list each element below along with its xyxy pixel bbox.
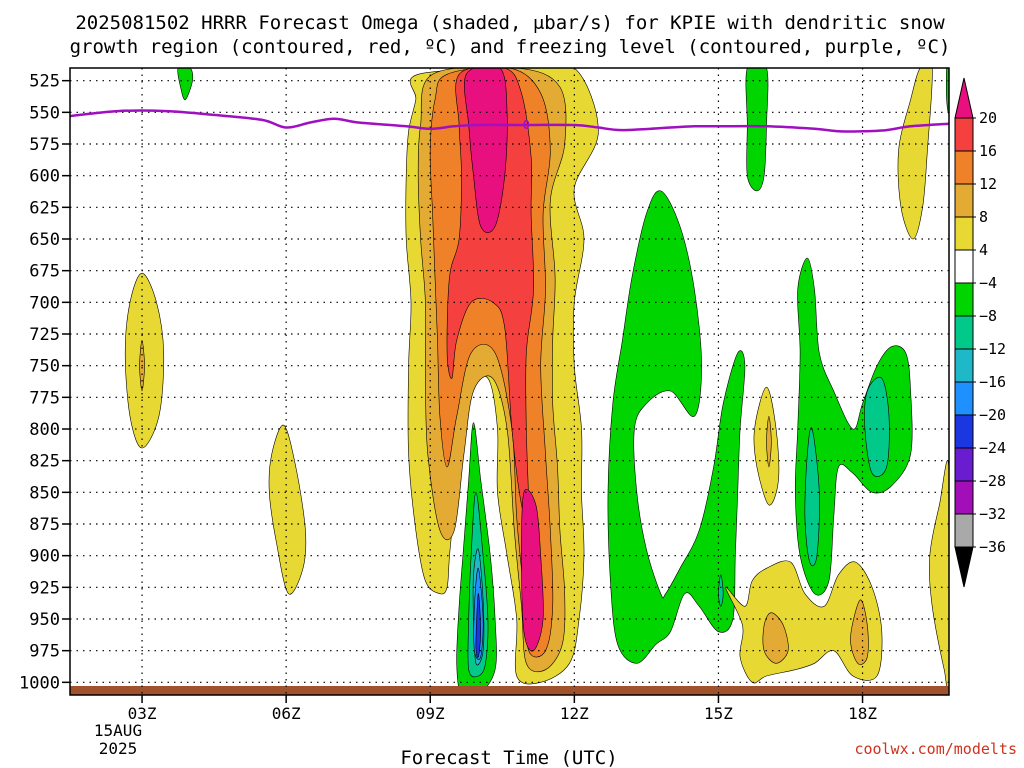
colorbar-tick-label: −28 <box>979 472 1006 490</box>
colorbar-legend: 20 16 12 8 4 −4 −8 −12 −16 −20 −24 −28 −32 −36 <box>954 77 1006 588</box>
colorbar-bin-top <box>954 77 974 119</box>
chart-title-line-2: growth region (contoured, red, ºC) and f… <box>70 36 951 58</box>
y-tick-label: 650 <box>29 230 60 250</box>
colorbar-bin-2 <box>954 150 974 185</box>
y-axis: 525 550 575 600 625 650 675 700 725 750 775 800 825 8… <box>19 72 70 693</box>
plot-frame <box>69 67 950 696</box>
y-tick-label: 950 <box>29 610 60 630</box>
omega-region-15 <box>804 427 820 567</box>
y-tick-label: 600 <box>29 167 60 187</box>
y-tick-label: 925 <box>29 578 60 598</box>
colorbar-bin-8 <box>954 348 974 383</box>
colorbar-tick-label: −4 <box>979 274 997 292</box>
omega-region-24 <box>766 415 772 468</box>
x-tick-label: 06Z <box>272 704 301 723</box>
y-tick-label: 850 <box>29 483 60 503</box>
omega-region-26 <box>762 612 789 664</box>
y-tick-label: 750 <box>29 357 60 377</box>
plot-area: 0 <box>69 67 950 696</box>
omega-region-5 <box>521 488 544 652</box>
freezing-level-label: 0 <box>523 118 530 132</box>
y-tick-label: 800 <box>29 420 60 440</box>
omega-region-4 <box>464 68 508 233</box>
colorbar-bin-1 <box>954 117 974 152</box>
colorbar-bin-3 <box>954 183 974 218</box>
colorbar-bin-7 <box>954 315 974 350</box>
omega-region-3 <box>446 68 534 524</box>
x-tick-label: 18Z <box>848 704 877 723</box>
x-tick-label: 09Z <box>416 704 445 723</box>
y-tick-label: 975 <box>29 642 60 662</box>
x-tick-label: 03Z <box>128 704 157 723</box>
colorbar-bin-13 <box>954 513 974 548</box>
ground-surface-strip <box>70 686 949 695</box>
x-axis-date-label: 15AUG <box>94 721 142 740</box>
colorbar-tick-label: −36 <box>979 538 1006 556</box>
colorbar-bin-9 <box>954 381 974 416</box>
colorbar-tick-label: 8 <box>979 208 988 226</box>
colorbar-bin-5 <box>954 249 974 284</box>
x-tick-label: 15Z <box>704 704 733 723</box>
colorbar-bin-11 <box>954 447 974 482</box>
colorbar-tick-label: −16 <box>979 373 1006 391</box>
colorbar-bin-bottom <box>954 546 974 588</box>
colorbar-tick-label: 4 <box>979 241 988 259</box>
x-tick-label: 12Z <box>560 704 589 723</box>
y-tick-label: 700 <box>29 293 60 313</box>
y-tick-label: 900 <box>29 547 60 567</box>
credit-link[interactable]: coolwx.com/modelts <box>854 740 1017 758</box>
omega-region-18 <box>718 574 724 607</box>
omega-region-14 <box>794 257 913 596</box>
colorbar-tick-label: −32 <box>979 505 1006 523</box>
y-tick-label: 775 <box>29 388 60 408</box>
colorbar-tick-label: −24 <box>979 439 1006 457</box>
omega-region-28 <box>929 460 949 695</box>
omega-region-12 <box>745 68 769 192</box>
freezing-level-layer: 0 <box>70 109 949 133</box>
y-tick-label: 725 <box>29 325 60 345</box>
freezing-level-line <box>70 109 949 133</box>
chart-title-line-1: 2025081502 HRRR Forecast Omega (shaded, … <box>75 12 945 34</box>
y-tick-label: 575 <box>29 135 60 155</box>
omega-region-21 <box>268 424 307 595</box>
colorbar-bin-6 <box>954 282 974 317</box>
omega-region-27 <box>850 599 869 665</box>
colorbar-bin-10 <box>954 414 974 449</box>
omega-region-16 <box>864 376 890 477</box>
y-tick-label: 675 <box>29 262 60 282</box>
colorbar-tick-label: 16 <box>979 142 997 160</box>
x-axis: 03Z 06Z 09Z 12Z 15Z 18Z <box>128 695 877 723</box>
y-tick-label: 550 <box>29 103 60 123</box>
colorbar-tick-label: 20 <box>979 109 997 127</box>
y-tick-label: 825 <box>29 452 60 472</box>
omega-region-22 <box>897 68 933 240</box>
omega-region-11 <box>607 190 746 664</box>
colorbar-bin-12 <box>954 480 974 515</box>
omega-shading-layer <box>124 68 949 695</box>
omega-region-13 <box>177 68 194 101</box>
x-axis-title: Forecast Time (UTC) <box>400 747 617 768</box>
y-tick-label: 1000 <box>19 673 60 693</box>
x-axis-year-label: 2025 <box>99 739 138 758</box>
grid-layer <box>70 68 949 695</box>
colorbar-tick-label: −12 <box>979 340 1006 358</box>
colorbar-tick-label: 12 <box>979 175 997 193</box>
colorbar-tick-label: −8 <box>979 307 997 325</box>
y-tick-label: 875 <box>29 515 60 535</box>
y-tick-label: 525 <box>29 72 60 92</box>
y-tick-label: 625 <box>29 198 60 218</box>
colorbar-tick-label: −20 <box>979 406 1006 424</box>
colorbar-bin-4 <box>954 216 974 251</box>
